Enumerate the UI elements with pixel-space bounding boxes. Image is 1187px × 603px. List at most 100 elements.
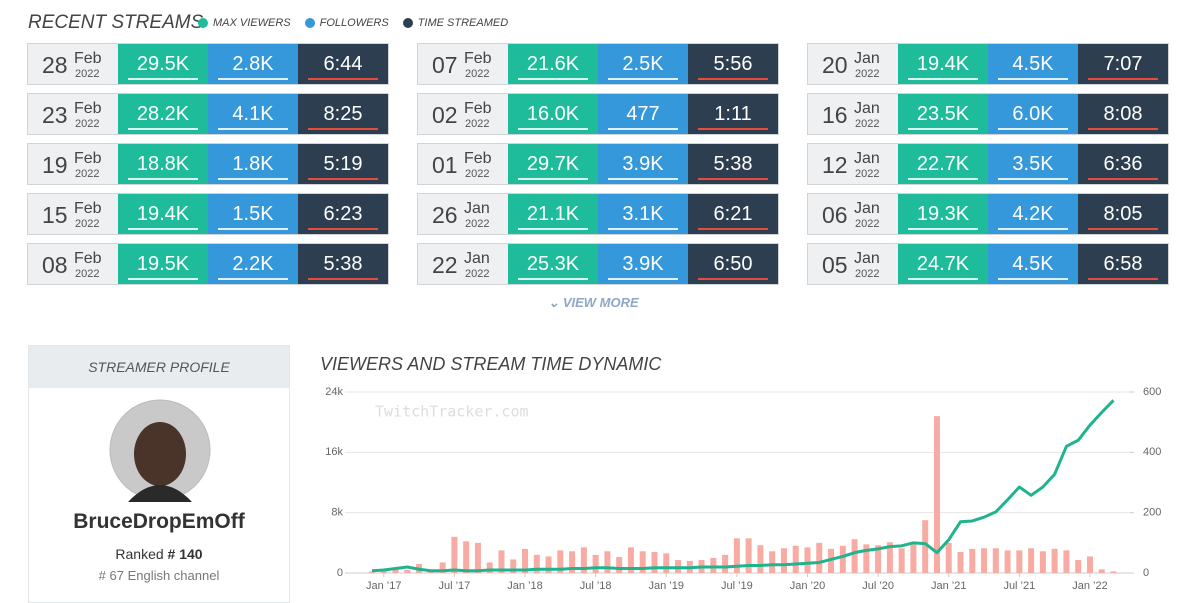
day: 07 [432, 52, 458, 78]
bar [1098, 569, 1105, 573]
time-streamed: 6:58 [1078, 244, 1168, 284]
max-viewers: 19.3K [898, 194, 988, 234]
stream-tile: 20 Jan 2022 19.4K 4.5K 7:07 [808, 44, 1168, 84]
year: 2022 [855, 218, 880, 230]
bar [1039, 551, 1046, 573]
y2-tick-label: 600 [1143, 386, 1161, 398]
max-viewers: 21.6K [508, 44, 598, 84]
month: Feb [464, 50, 492, 67]
bar [839, 545, 846, 573]
year: 2022 [75, 268, 100, 280]
bar [522, 548, 529, 573]
time-streamed: 7:07 [1078, 44, 1168, 84]
bar [922, 520, 929, 573]
month: Feb [74, 250, 102, 267]
followers: 3.5K [988, 144, 1078, 184]
bar [910, 544, 917, 573]
day: 15 [42, 202, 68, 228]
x-tick-label: Jul ’17 [438, 580, 470, 592]
month: Feb [74, 150, 102, 167]
day: 08 [42, 252, 68, 278]
day: 12 [822, 152, 848, 178]
followers: 3.1K [598, 194, 688, 234]
y-tick-label: 0 [337, 567, 343, 579]
month: Jan [464, 250, 490, 267]
stream-tile: 26 Jan 2022 21.1K 3.1K 6:21 [418, 194, 778, 234]
bar [498, 550, 505, 573]
x-tick-label: Jan ’19 [649, 580, 684, 592]
stream-date: 12 Jan 2022 [808, 144, 898, 184]
bar [1110, 571, 1117, 573]
avatar-shoulders [128, 485, 192, 502]
followers: 2.5K [598, 44, 688, 84]
bar [486, 562, 493, 573]
x-tick-label: Jul ’18 [580, 580, 612, 592]
stream-tile: 01 Feb 2022 29.7K 3.9K 5:38 [418, 144, 778, 184]
x-tick-label: Jul ’19 [721, 580, 753, 592]
max-viewers: 29.5K [118, 44, 208, 84]
month: Feb [464, 150, 492, 167]
legend-dot [198, 18, 208, 28]
day: 22 [432, 252, 458, 278]
followers: 477 [598, 94, 688, 134]
month: Jan [854, 200, 880, 217]
time-streamed: 5:19 [298, 144, 388, 184]
day: 01 [432, 152, 458, 178]
legend-label: FOLLOWERS [319, 17, 389, 29]
avatar [109, 399, 211, 502]
followers: 3.9K [598, 144, 688, 184]
max-viewers: 16.0K [508, 94, 598, 134]
y2-tick-label: 400 [1143, 446, 1161, 458]
time-streamed: 6:44 [298, 44, 388, 84]
stream-date: 05 Jan 2022 [808, 244, 898, 284]
streamer-name: BruceDropEmOff [73, 510, 245, 533]
year: 2022 [75, 118, 100, 130]
bar [404, 569, 411, 573]
day: 16 [822, 102, 848, 128]
view-more-label[interactable]: VIEW MORE [562, 295, 639, 310]
time-streamed: 8:25 [298, 94, 388, 134]
language-rank-label: English channel [127, 568, 220, 583]
stream-tile: 15 Feb 2022 19.4K 1.5K 6:23 [28, 194, 388, 234]
legend: MAX VIEWERS FOLLOWERS TIME STREAMED [198, 17, 508, 29]
bar [875, 545, 882, 573]
followers: 4.5K [988, 44, 1078, 84]
bar [663, 553, 670, 573]
year: 2022 [465, 168, 490, 180]
bar [722, 554, 729, 573]
stream-tile: 05 Jan 2022 24.7K 4.5K 6:58 [808, 244, 1168, 284]
bar [957, 551, 964, 573]
year: 2022 [465, 268, 490, 280]
followers: 1.8K [208, 144, 298, 184]
bar [745, 538, 752, 573]
bar [463, 541, 470, 573]
day: 28 [42, 52, 68, 78]
followers: 4.1K [208, 94, 298, 134]
view-more[interactable]: ⌄ VIEW MORE [0, 295, 1187, 311]
bar [898, 548, 905, 573]
followers: 1.5K [208, 194, 298, 234]
bar [510, 559, 517, 573]
followers: 4.5K [988, 244, 1078, 284]
bar [992, 548, 999, 573]
bar [804, 547, 811, 573]
max-viewers: 23.5K [898, 94, 988, 134]
y-tick-label: 16k [325, 446, 343, 458]
rank: Ranked # 140 [29, 546, 289, 562]
stream-date: 19 Feb 2022 [28, 144, 118, 184]
rank-value: # 140 [167, 546, 203, 562]
x-tick-label: Jan ’18 [507, 580, 542, 592]
month: Jan [854, 150, 880, 167]
legend-dot [402, 18, 413, 28]
stream-tile: 07 Feb 2022 21.6K 2.5K 5:56 [418, 44, 778, 84]
max-viewers: 25.3K [508, 244, 598, 284]
time-streamed: 6:36 [1078, 144, 1168, 184]
stream-date: 22 Jan 2022 [418, 244, 508, 284]
bar [557, 550, 564, 573]
stream-date: 08 Feb 2022 [28, 244, 118, 284]
max-viewers: 22.7K [898, 144, 988, 184]
bar [616, 557, 623, 573]
legend-dot [304, 18, 315, 28]
max-viewers: 19.4K [118, 194, 208, 234]
